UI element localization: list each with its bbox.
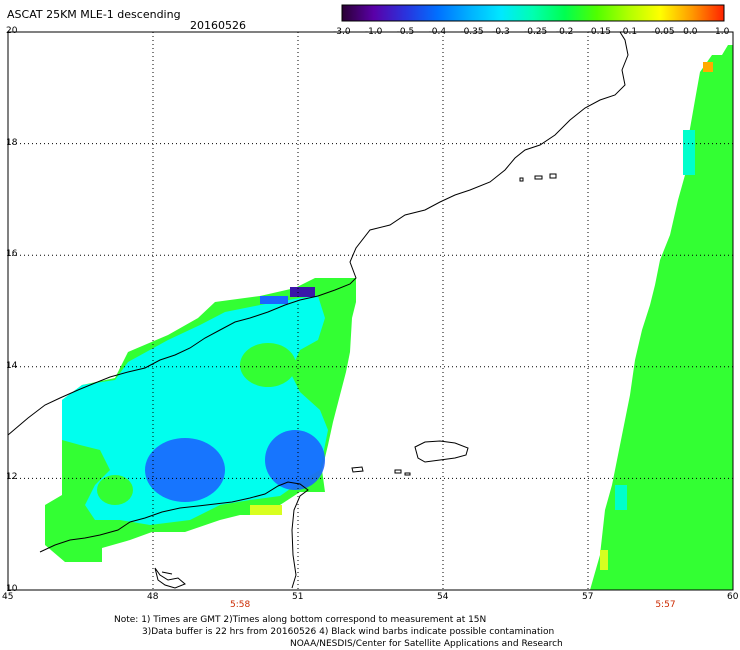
green-patch (240, 343, 296, 387)
colorbar-tick-label: -0.05 (651, 27, 675, 37)
colorbar-tick-label: -3.0 (333, 27, 351, 37)
colorbar-tick-label: -0.5 (396, 27, 415, 37)
longitude-label: 48 (147, 592, 159, 602)
colorbar-tick-label: -1.0 (364, 27, 383, 37)
islet-2 (394, 469, 402, 474)
footer-note-3: NOAA/NESDIS/Center for Satellite Applica… (290, 639, 563, 649)
latitude-label: 12 (6, 472, 18, 483)
socotra-island (414, 440, 469, 463)
pass-time-label: 5:58 (230, 600, 251, 610)
longitude-label: 45 (2, 592, 14, 602)
wind-swaths (45, 45, 733, 590)
longitude-label: 51 (292, 592, 304, 602)
somalia-interior-lines (154, 567, 186, 589)
pass-time-label: 5:57 (655, 600, 676, 610)
longitude-label: 54 (437, 592, 449, 602)
colorbar-tick-label: 0.0 (683, 27, 698, 37)
yellow-cell (250, 505, 282, 515)
chart-date: 20160526 (190, 19, 246, 32)
footer-note-2: 3)Data buffer is 22 hrs from 20160526 4)… (142, 627, 555, 637)
latitude-label: 14 (6, 360, 18, 371)
colorbar-tick-label: -0.25 (524, 27, 548, 37)
latitude-label: 10 (6, 584, 18, 594)
colorbar-tick-label: -0.35 (460, 27, 484, 37)
latitude-label: 16 (6, 249, 18, 260)
latitude-label: 20 (6, 26, 18, 36)
colorbar-gradient (341, 4, 725, 22)
longitude-label: 57 (582, 592, 594, 602)
east-cyan-strip (683, 130, 695, 175)
islet-1 (351, 466, 364, 473)
east-cyan-cell (615, 485, 627, 510)
lat-lon-grid (7, 31, 734, 591)
colorbar-tick-label: -0.2 (555, 27, 574, 37)
green-patch-sw (97, 475, 133, 505)
blue-patch-east (265, 430, 325, 490)
somalia-coastline (39, 481, 309, 589)
blue-cell (260, 296, 288, 304)
colorbar-tick-label: -0.1 (619, 27, 638, 37)
arabian-coastline (7, 31, 629, 436)
islet-5 (534, 175, 543, 180)
colorbar-tick-label: -0.15 (587, 27, 611, 37)
islet-6 (549, 173, 557, 179)
colorbar-tick-label: -0.4 (428, 27, 447, 37)
latitude-label: 18 (6, 137, 18, 148)
purple-cell (290, 287, 315, 297)
footer-note-1: Note: 1) Times are GMT 2)Times along bot… (114, 615, 487, 625)
east-swath (590, 45, 733, 590)
blue-patch-west (145, 438, 225, 502)
east-orange-cell (703, 62, 713, 72)
chart-title: ASCAT 25KM MLE-1 descending (7, 8, 181, 21)
map-frame (7, 31, 734, 591)
islet-4 (519, 177, 524, 182)
east-yellow-cell (600, 550, 608, 570)
colorbar (341, 4, 725, 22)
coastline (7, 31, 629, 589)
colorbar-tick-label: -0.3 (492, 27, 510, 37)
colorbar-tick-label: 1.0 (715, 27, 730, 37)
islet-3 (404, 472, 411, 476)
longitude-label: 60 (727, 592, 739, 602)
